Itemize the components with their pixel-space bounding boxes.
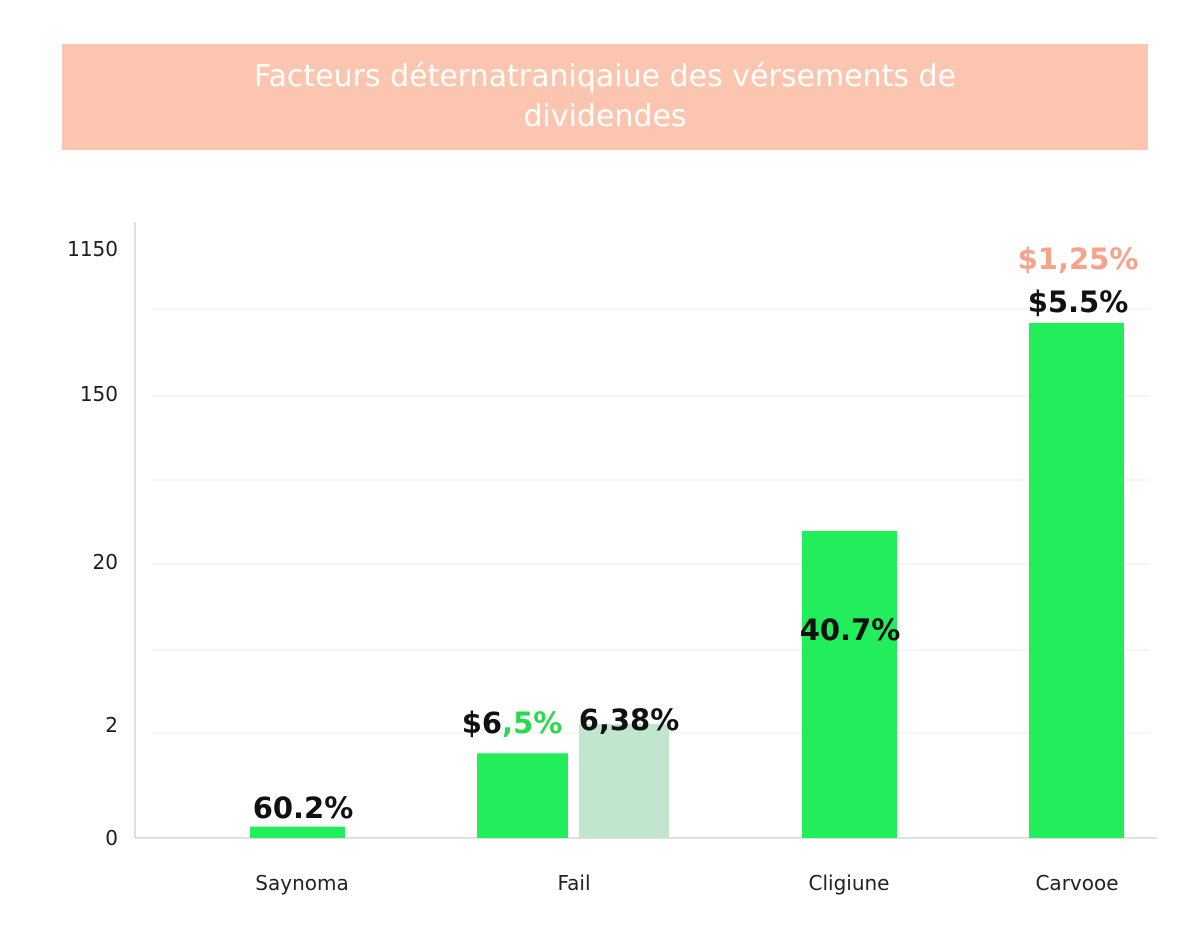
bars (250, 322, 1124, 838)
chart-title-banner: Facteurs déternatraniqaiue des vérsement… (62, 44, 1148, 150)
y-tick-label: 2 (105, 713, 118, 737)
x-axis-categories: Saynoma Fail Cligiune Carvooe (255, 871, 1118, 895)
y-tick-label: 20 (93, 550, 118, 574)
x-category-label: Saynoma (255, 871, 348, 895)
data-label: $5.5% (1028, 285, 1129, 319)
y-axis-ticks: 0 2 20 150 1150 (67, 237, 118, 850)
gridlines (152, 308, 1150, 734)
data-label: 60.2% (253, 791, 354, 825)
x-category-label: Fail (557, 871, 590, 895)
bar-fail (477, 753, 568, 838)
bar-fail (579, 724, 669, 838)
data-labels: 60.2% $6,5% 6,38% 40.7% $1,25% $5.5% (253, 242, 1139, 825)
y-tick-label: 1150 (67, 237, 118, 261)
chart-title: Facteurs déternatraniqaiue des vérsement… (253, 59, 957, 134)
data-label: 40.7% (800, 613, 901, 647)
data-label: 6,38% (579, 703, 680, 737)
y-tick-label: 0 (105, 826, 118, 850)
data-label: $1,25% (1018, 242, 1139, 276)
x-category-label: Cligiune (809, 871, 890, 895)
bar-carvooe (1029, 322, 1124, 838)
data-label: $6,5% (462, 706, 563, 740)
bar-cligiune (802, 530, 897, 838)
x-category-label: Carvooe (1035, 871, 1118, 895)
y-tick-label: 150 (80, 382, 118, 406)
bar-saynoma (250, 826, 345, 838)
